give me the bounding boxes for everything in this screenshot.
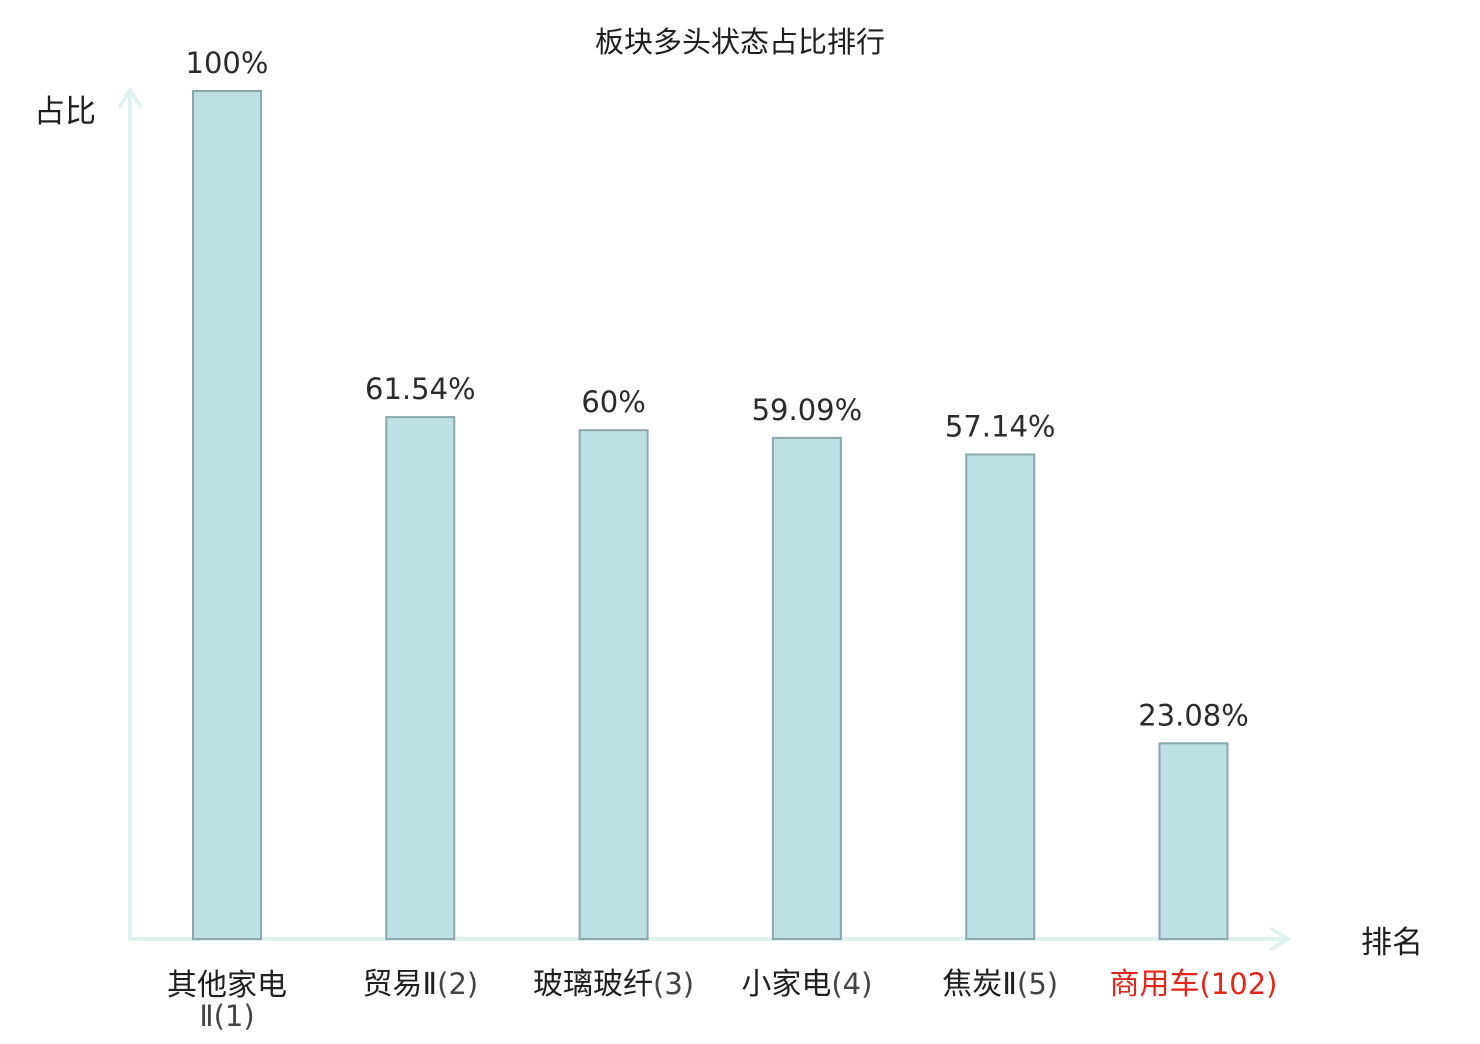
bar (385, 416, 456, 941)
x-tick-label: 小家电(4) (741, 967, 872, 1002)
x-tick-label: 焦炭Ⅱ(5) (942, 967, 1058, 1002)
bars (192, 90, 1229, 941)
bar-value-label: 59.09% (752, 393, 863, 427)
bar-value-label: 60% (581, 385, 645, 419)
value-labels: 100% 61.54% 60% 59.09% 57.14% 23.08% (186, 46, 1249, 732)
bar-value-label: 100% (186, 46, 269, 80)
bar (192, 90, 262, 940)
x-tick-label-rank: Ⅱ(1) (199, 999, 254, 1033)
x-axis-arrow-icon (1270, 927, 1290, 951)
bar (771, 436, 842, 940)
x-tick-label: 其他家电 (167, 968, 287, 1003)
x-axis-label: 排名 (1361, 925, 1423, 961)
bar-value-label: 61.54% (365, 372, 476, 406)
bar (965, 453, 1036, 940)
x-tick-label: 玻璃玻纤(3) (533, 967, 694, 1002)
y-axis-arrow-icon (118, 88, 142, 108)
x-tick-label: 商用车(102) (1110, 967, 1278, 1002)
y-axis-label: 占比 (34, 94, 96, 130)
chart-title: 板块多头状态占比排行 (595, 25, 885, 59)
bar (1158, 742, 1229, 940)
bar-value-label: 23.08% (1138, 698, 1249, 732)
axes (118, 88, 1290, 951)
bar (578, 429, 649, 940)
bar-value-label: 57.14% (945, 410, 1056, 444)
x-tick-label: 贸易Ⅱ(2) (362, 967, 478, 1002)
